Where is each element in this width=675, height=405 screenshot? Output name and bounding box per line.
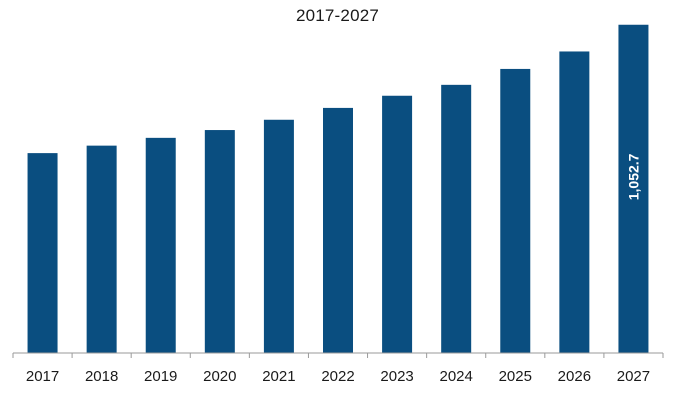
x-tick-label-2023: 2023	[380, 368, 413, 385]
x-tick-label-2018: 2018	[85, 368, 118, 385]
bar-2021	[263, 119, 294, 353]
bar-2017	[27, 153, 58, 353]
x-axis	[12, 352, 664, 358]
x-tick-label-2020: 2020	[203, 368, 236, 385]
x-tick-label-2022: 2022	[321, 368, 354, 385]
x-tick-label-2017: 2017	[26, 368, 59, 385]
x-tick-label-2021: 2021	[262, 368, 295, 385]
bar-2024	[441, 84, 472, 353]
x-tick-label-2027: 2027	[617, 368, 650, 385]
x-tick-label-2024: 2024	[439, 368, 472, 385]
bar-2019	[145, 137, 176, 353]
bar-2025	[500, 68, 531, 354]
bar-2027	[618, 24, 649, 353]
chart-title: 2017-2027	[295, 6, 380, 25]
bar-2023	[382, 95, 413, 353]
bar-2022	[323, 107, 353, 353]
x-tick-label-2025: 2025	[499, 368, 532, 385]
bar-2026	[559, 51, 590, 353]
data-label-2027: 1,052.7	[625, 153, 641, 200]
bar-2020	[204, 130, 235, 353]
labels-layer: 2017 2018 2019 2020 2021 2022 2023 2024 2025 2026…	[26, 153, 650, 385]
bars-layer	[27, 24, 649, 354]
x-tick-label-2019: 2019	[144, 368, 177, 385]
x-tick-label-2026: 2026	[558, 368, 591, 385]
bar-2018	[86, 145, 117, 353]
